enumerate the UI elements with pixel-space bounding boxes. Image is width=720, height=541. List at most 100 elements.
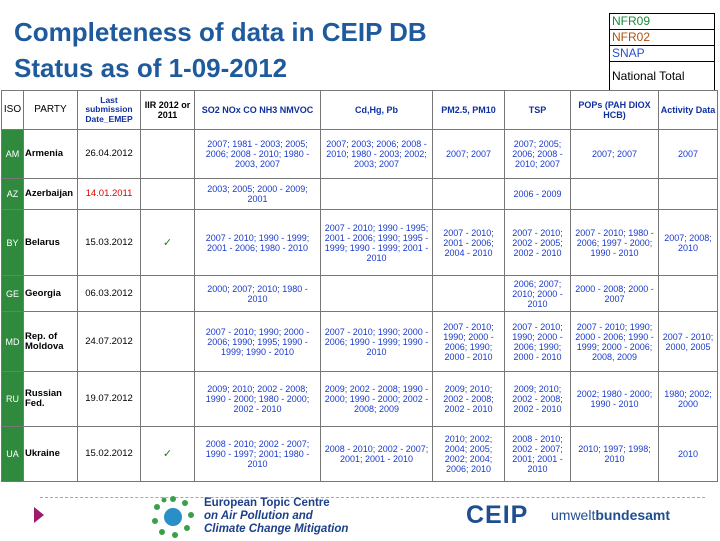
cell-activity-data: 2007; 2008; 2010: [658, 209, 718, 276]
legend-national-total: National Total: [612, 69, 685, 83]
cell-heavy-metals: 2008 - 2010; 2002 - 2007; 2001; 2001 - 2…: [320, 426, 433, 482]
cell-tsp: 2007 - 2010; 1990; 2000 - 2006; 1990; 20…: [504, 311, 571, 372]
cell-pops: 2010; 1997; 1998; 2010: [570, 426, 659, 482]
umweltbundesamt-logo: umweltbundesamt: [551, 507, 670, 523]
cell-pm: 2009; 2010; 2002 - 2008; 2002 - 2010: [432, 371, 505, 427]
cell-pops: [570, 178, 659, 210]
header-heavy-metals: Cd,Hg, Pb: [320, 90, 433, 130]
cell-iso: AZ: [1, 178, 24, 210]
uba-prefix: umwelt: [551, 507, 596, 523]
cell-last-submission: 14.01.2011: [77, 178, 141, 210]
page-title: Completeness of data in CEIP DB Status a…: [14, 14, 427, 86]
cell-tsp: 2007; 2005; 2006; 2008 - 2010; 2007: [504, 129, 571, 179]
cell-party: Georgia: [23, 275, 78, 312]
cell-main-pollutants: 2007 - 2010; 1990 - 1999; 2001 - 2006; 1…: [194, 209, 321, 276]
completeness-table: ISO PARTY Last submission Date_EMEP IIR …: [1, 90, 718, 482]
cell-tsp: 2006 - 2009: [504, 178, 571, 210]
cell-main-pollutants: 2009; 2010; 2002 - 2008; 1990 - 2000; 19…: [194, 371, 321, 427]
cell-main-pollutants: 2007 - 2010; 1990; 2000 - 2006; 1990; 19…: [194, 311, 321, 372]
table-row: UA Ukraine 15.02.2012 ✓ 2008 - 2010; 2002 - …: [1, 426, 718, 482]
cell-pops: 2002; 1980 - 2000; 1990 - 2010: [570, 371, 659, 427]
table-header-row: ISO PARTY Last submission Date_EMEP IIR …: [1, 90, 718, 130]
title-line-1: Completeness of data in CEIP DB: [14, 17, 427, 47]
header-party: PARTY: [23, 90, 78, 130]
cell-heavy-metals: 2007; 2003; 2006; 2008 - 2010; 1980 - 20…: [320, 129, 433, 179]
cell-pops: 2000 - 2008; 2000 - 2007: [570, 275, 659, 312]
table-row: MD Rep. of Moldova 24.07.2012 2007 - 2010; …: [1, 311, 718, 372]
etc-acm-name: European Topic Centre on Air Pollution a…: [204, 497, 348, 536]
table-row: RU Russian Fed. 19.07.2012 2009; 2010; 2002…: [1, 371, 718, 427]
table-row: GE Georgia 06.03.2012 2000; 2007; 2010; 198…: [1, 275, 718, 312]
cell-iso: AM: [1, 129, 24, 179]
cell-iir: [140, 178, 195, 210]
cell-activity-data: [658, 178, 718, 210]
header-iso: ISO: [1, 90, 24, 130]
next-arrow-icon[interactable]: [33, 506, 45, 524]
cell-main-pollutants: 2007; 1981 - 2003; 2005; 2006; 2008 - 20…: [194, 129, 321, 179]
cell-heavy-metals: 2009; 2002 - 2008; 1990 - 2000; 1990 - 2…: [320, 371, 433, 427]
cell-activity-data: 2007 - 2010; 2000, 2005: [658, 311, 718, 372]
etc-globe-logo-icon: [152, 496, 194, 538]
header-iir: IIR 2012 or 2011: [140, 90, 195, 130]
cell-pm: 2010; 2002; 2004; 2005; 2002; 2004; 2006…: [432, 426, 505, 482]
legend-nfr02: NFR02: [610, 30, 714, 46]
ceip-logo: CEIP: [466, 501, 529, 529]
legend-nfr09: NFR09: [610, 14, 714, 30]
cell-party: Russian Fed.: [23, 371, 78, 427]
cell-iir: [140, 311, 195, 372]
cell-pm: [432, 178, 505, 210]
cell-iso: RU: [1, 371, 24, 427]
cell-iso: GE: [1, 275, 24, 312]
cell-main-pollutants: 2000; 2007; 2010; 1980 - 2010: [194, 275, 321, 312]
cell-activity-data: 1980; 2002; 2000: [658, 371, 718, 427]
cell-pm: 2007; 2007: [432, 129, 505, 179]
cell-tsp: 2008 - 2010; 2002 - 2007; 2001; 2001 - 2…: [504, 426, 571, 482]
header-activity-data: Activity Data: [658, 90, 718, 130]
cell-party: Belarus: [23, 209, 78, 276]
legend-snap: SNAP: [610, 46, 714, 62]
cell-activity-data: 2007: [658, 129, 718, 179]
uba-suffix: bundesamt: [595, 507, 671, 523]
cell-party: Ukraine: [23, 426, 78, 482]
cell-party: Rep. of Moldova: [23, 311, 78, 372]
cell-last-submission: 15.03.2012: [77, 209, 141, 276]
cell-iso: UA: [1, 426, 24, 482]
cell-iir: [140, 371, 195, 427]
cell-pops: 2007 - 2010; 1990; 2000 - 2006; 1990 - 1…: [570, 311, 659, 372]
table-row: AM Armenia 26.04.2012 2007; 1981 - 2003; 20…: [1, 129, 718, 179]
cell-last-submission: 15.02.2012: [77, 426, 141, 482]
cell-tsp: 2007 - 2010; 2002 - 2005; 2002 - 2010: [504, 209, 571, 276]
cell-tsp: 2009; 2010; 2002 - 2008; 2002 - 2010: [504, 371, 571, 427]
cell-last-submission: 06.03.2012: [77, 275, 141, 312]
cell-last-submission: 26.04.2012: [77, 129, 141, 179]
cell-party: Armenia: [23, 129, 78, 179]
cell-heavy-metals: 2007 - 2010; 1990; 2000 - 2006; 1990 - 1…: [320, 311, 433, 372]
cell-heavy-metals: [320, 275, 433, 312]
etc-line-3: Climate Change Mitigation: [204, 523, 349, 535]
cell-iir: [140, 129, 195, 179]
cell-pm: [432, 275, 505, 312]
etc-line-2: on Air Pollution and: [204, 510, 313, 522]
header-tsp: TSP: [504, 90, 571, 130]
cell-last-submission: 24.07.2012: [77, 311, 141, 372]
format-legend: NFR09 NFR02 SNAP National Total: [609, 13, 715, 91]
header-pops: POPs (PAH DIOX HCB): [570, 90, 659, 130]
cell-tsp: 2006; 2007; 2010; 2000 - 2010: [504, 275, 571, 312]
cell-pops: 2007 - 2010; 1980 - 2006; 1997 - 2000; 1…: [570, 209, 659, 276]
cell-activity-data: [658, 275, 718, 312]
etc-line-1: European Topic Centre: [204, 497, 330, 509]
title-line-2: Status as of 1-09-2012: [14, 53, 288, 83]
header-main-pollutants: SO2 NOx CO NH3 NMVOC: [194, 90, 321, 130]
cell-heavy-metals: [320, 178, 433, 210]
cell-iso: BY: [1, 209, 24, 276]
cell-main-pollutants: 2008 - 2010; 2002 - 2007; 1990 - 1997; 2…: [194, 426, 321, 482]
header-last-submission: Last submission Date_EMEP: [77, 90, 141, 130]
cell-heavy-metals: 2007 - 2010; 1990 - 1995; 2001 - 2006; 1…: [320, 209, 433, 276]
cell-party: Azerbaijan: [23, 178, 78, 210]
table-row: AZ Azerbaijan 14.01.2011 2003; 2005; 2000 -…: [1, 178, 718, 210]
cell-activity-data: 2010: [658, 426, 718, 482]
cell-iir: [140, 275, 195, 312]
cell-iir: ✓: [140, 209, 195, 276]
cell-main-pollutants: 2003; 2005; 2000 - 2009; 2001: [194, 178, 321, 210]
footer-divider: [40, 497, 705, 498]
